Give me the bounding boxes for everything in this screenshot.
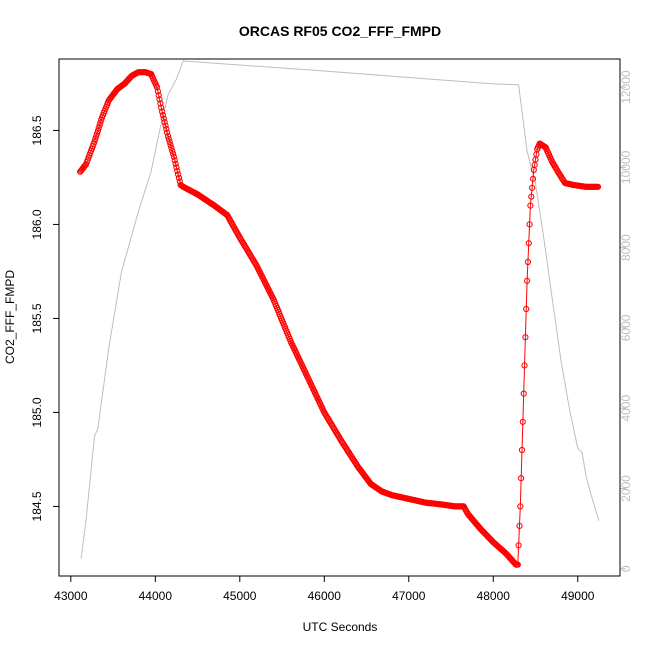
x-tick-label: 48000 xyxy=(477,589,511,603)
x-tick-label: 45000 xyxy=(223,589,257,603)
y-tick-label: 186.0 xyxy=(30,209,44,239)
co2-point xyxy=(94,127,102,134)
y2-tick-label: 2000 xyxy=(619,475,633,502)
chart-title: ORCAS RF05 CO2_FFF_FMPD xyxy=(239,23,441,39)
co2-point xyxy=(154,88,161,95)
co2-point xyxy=(159,108,166,115)
co2-point xyxy=(527,202,534,209)
x-tick-label: 43000 xyxy=(54,589,88,603)
co2-point xyxy=(96,122,103,129)
y-tick-label: 185.5 xyxy=(30,303,44,333)
co2-point xyxy=(523,305,530,313)
co2-point xyxy=(93,133,100,140)
co2-point xyxy=(518,475,525,482)
co2-series xyxy=(77,69,602,568)
y2-tick-label: 0 xyxy=(619,565,633,572)
y2-tick-label: 10000 xyxy=(619,150,633,184)
co2-point xyxy=(92,135,99,143)
co2-point xyxy=(519,418,526,425)
co2-point xyxy=(155,92,162,99)
co2-point xyxy=(168,144,175,151)
co2-point xyxy=(175,174,183,181)
co2-point xyxy=(175,171,182,178)
co2-point xyxy=(156,96,163,103)
co2-point xyxy=(162,122,169,129)
co2-point xyxy=(97,119,104,126)
co2-point xyxy=(529,184,536,191)
co2-point xyxy=(526,221,533,228)
co2-point xyxy=(173,164,180,171)
co2-point xyxy=(594,183,602,190)
co2-point xyxy=(158,104,165,111)
x-axis-label: UTC Seconds xyxy=(303,620,378,634)
x-tick-label: 44000 xyxy=(139,589,173,603)
x-tick-label: 49000 xyxy=(561,589,595,603)
co2-point xyxy=(170,150,177,157)
co2-point xyxy=(515,542,522,549)
co2-point xyxy=(164,129,171,136)
co2-point xyxy=(522,334,529,341)
altitude-line xyxy=(80,60,600,559)
co2-point xyxy=(521,362,528,369)
y-tick-label: 184.5 xyxy=(30,491,44,521)
co2-point xyxy=(169,147,176,154)
y-tick-label: 185.0 xyxy=(30,397,44,427)
x-tick-label: 47000 xyxy=(392,589,426,603)
co2-point xyxy=(157,100,164,107)
co2-point xyxy=(166,138,173,146)
co2-point xyxy=(174,167,181,174)
y2-tick-label: 6000 xyxy=(619,314,633,341)
y-axis-label: CO2_FFF_FMPD xyxy=(3,270,17,364)
co2-point xyxy=(91,138,98,145)
co2-point xyxy=(528,193,535,200)
co2-point xyxy=(82,162,89,169)
co2-point xyxy=(161,119,168,126)
co2-point xyxy=(529,175,537,182)
co2-point xyxy=(95,125,102,132)
co2-point xyxy=(517,503,524,510)
co2-point xyxy=(172,160,179,167)
co2-point xyxy=(160,115,167,122)
altitude-series xyxy=(80,60,600,559)
y2-tick-label: 4000 xyxy=(619,395,633,422)
co2-point xyxy=(524,277,531,284)
co2-point xyxy=(93,130,101,137)
co2-point xyxy=(524,258,532,266)
co2-point xyxy=(164,133,172,140)
co2-point xyxy=(171,157,178,164)
co2-point xyxy=(163,126,170,133)
plot-frame xyxy=(58,58,621,577)
co2-point xyxy=(516,522,523,530)
co2-point xyxy=(520,390,527,397)
co2-point xyxy=(159,112,166,119)
co2-point xyxy=(170,153,177,160)
co2-point xyxy=(525,240,532,247)
co2-point xyxy=(514,561,521,568)
y2-tick-label: 12000 xyxy=(619,70,633,104)
co2-point xyxy=(153,84,161,91)
y2-tick-label: 8000 xyxy=(619,234,633,261)
co2-point xyxy=(165,135,172,143)
co2-point xyxy=(518,446,526,454)
co2-point xyxy=(167,141,174,148)
y-tick-label: 186.5 xyxy=(30,115,44,145)
x-tick-label: 46000 xyxy=(308,589,342,603)
